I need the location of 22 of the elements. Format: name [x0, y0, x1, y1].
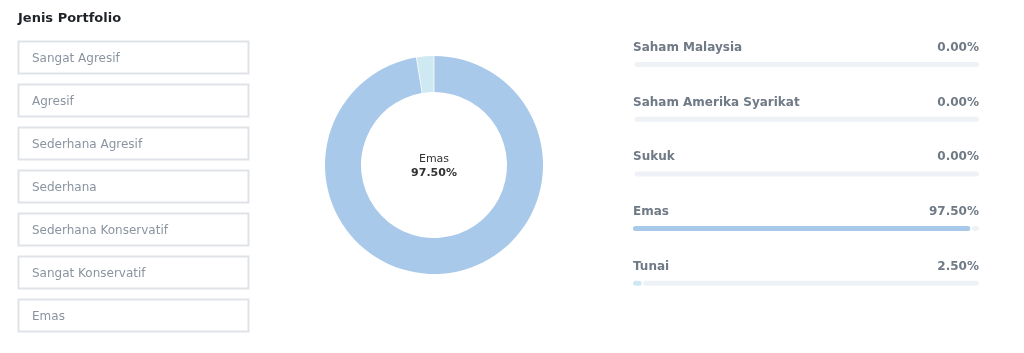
text: Sederhana: [32, 180, 97, 194]
donut-slice: [325, 56, 543, 274]
text: Sangat Konservatif: [32, 266, 147, 280]
text: Jenis Portfolio: [17, 10, 122, 25]
text: Sederhana Agresif: [32, 137, 143, 151]
text: Sangat Agresif: [32, 51, 121, 65]
text: Emas: [32, 309, 65, 323]
category-label: Saham Malaysia: [633, 40, 743, 54]
category-label: Emas: [633, 204, 669, 219]
data-label: 0.00%: [937, 94, 979, 109]
category-label: Saham Amerika Syarikat: [633, 94, 800, 109]
text: Emas: [418, 152, 450, 165]
text: 97.50%: [411, 166, 457, 179]
category-label: Sukuk: [633, 149, 675, 164]
data-label: 2.50%: [937, 258, 979, 273]
data-label: 97.50%: [929, 204, 979, 219]
data-label: 0.00%: [937, 40, 979, 54]
category-label: Tunai: [633, 258, 670, 273]
donut-slice: [416, 56, 434, 93]
data-label: 0.00%: [937, 149, 979, 164]
text: Sederhana Konservatif: [32, 223, 169, 237]
text: Agresif: [32, 94, 75, 108]
